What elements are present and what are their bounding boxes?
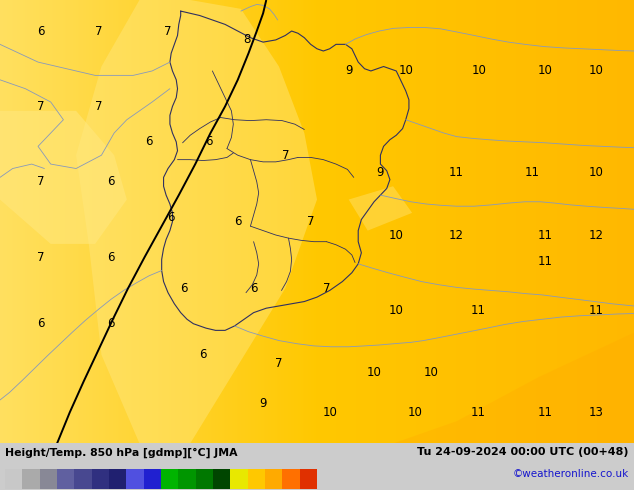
Text: Tu 24-09-2024 00:00 UTC (00+48): Tu 24-09-2024 00:00 UTC (00+48) xyxy=(417,447,629,457)
Text: 6: 6 xyxy=(234,215,242,228)
Text: 11: 11 xyxy=(471,304,486,317)
Text: 10: 10 xyxy=(366,366,382,379)
Bar xyxy=(144,468,161,489)
Bar xyxy=(230,468,248,489)
Bar xyxy=(109,468,126,489)
Text: 6: 6 xyxy=(107,317,115,330)
Text: 6: 6 xyxy=(180,282,188,295)
Text: 11: 11 xyxy=(538,228,553,242)
Bar xyxy=(300,468,317,489)
Bar xyxy=(196,468,213,489)
Text: 11: 11 xyxy=(588,304,604,317)
Text: 10: 10 xyxy=(588,167,604,179)
Text: 10: 10 xyxy=(389,304,404,317)
Text: 11: 11 xyxy=(525,167,540,179)
Text: 11: 11 xyxy=(538,406,553,419)
Bar xyxy=(92,468,109,489)
Text: 7: 7 xyxy=(307,215,314,228)
Bar xyxy=(126,468,144,489)
Bar xyxy=(248,468,265,489)
Text: 7: 7 xyxy=(94,24,102,38)
Text: 9: 9 xyxy=(377,167,384,179)
Text: 7: 7 xyxy=(164,24,172,38)
Text: 6: 6 xyxy=(107,175,115,188)
Text: 6: 6 xyxy=(37,317,45,330)
Bar xyxy=(265,468,282,489)
Bar xyxy=(74,468,92,489)
Text: 10: 10 xyxy=(322,406,337,419)
Polygon shape xyxy=(0,111,127,244)
Text: 11: 11 xyxy=(471,406,486,419)
Bar xyxy=(213,468,230,489)
Bar xyxy=(40,468,57,489)
Polygon shape xyxy=(76,0,317,443)
Text: 7: 7 xyxy=(94,100,102,113)
Text: 6: 6 xyxy=(167,211,175,224)
Text: 6: 6 xyxy=(205,135,213,148)
Text: 10: 10 xyxy=(471,65,486,77)
Text: 10: 10 xyxy=(424,366,439,379)
Text: 11: 11 xyxy=(538,255,553,268)
Text: 9: 9 xyxy=(345,65,353,77)
Text: 6: 6 xyxy=(37,24,45,38)
Text: 6: 6 xyxy=(107,251,115,264)
Text: 10: 10 xyxy=(588,65,604,77)
Bar xyxy=(22,468,40,489)
Bar xyxy=(5,468,22,489)
Polygon shape xyxy=(393,333,634,443)
Text: 9: 9 xyxy=(259,397,267,410)
Text: 7: 7 xyxy=(37,100,45,113)
Text: 7: 7 xyxy=(281,148,289,162)
Text: 12: 12 xyxy=(588,228,604,242)
Text: 10: 10 xyxy=(389,228,404,242)
Text: 10: 10 xyxy=(538,65,553,77)
Bar xyxy=(161,468,178,489)
Bar xyxy=(178,468,196,489)
Text: 7: 7 xyxy=(37,251,45,264)
Bar xyxy=(57,468,74,489)
Text: 12: 12 xyxy=(449,228,464,242)
Text: 10: 10 xyxy=(398,65,413,77)
Text: 11: 11 xyxy=(449,167,464,179)
Text: Height/Temp. 850 hPa [gdmp][°C] JMA: Height/Temp. 850 hPa [gdmp][°C] JMA xyxy=(5,447,238,458)
Text: 6: 6 xyxy=(199,348,207,361)
Text: ©weatheronline.co.uk: ©weatheronline.co.uk xyxy=(513,469,629,479)
Text: 7: 7 xyxy=(37,175,45,188)
Text: 7: 7 xyxy=(323,282,330,295)
Bar xyxy=(282,468,300,489)
Text: 6: 6 xyxy=(250,282,257,295)
Text: 8: 8 xyxy=(243,33,251,47)
Polygon shape xyxy=(349,186,412,231)
Text: 10: 10 xyxy=(408,406,423,419)
Text: 6: 6 xyxy=(145,135,153,148)
Text: 7: 7 xyxy=(275,357,283,370)
Text: 13: 13 xyxy=(588,406,604,419)
